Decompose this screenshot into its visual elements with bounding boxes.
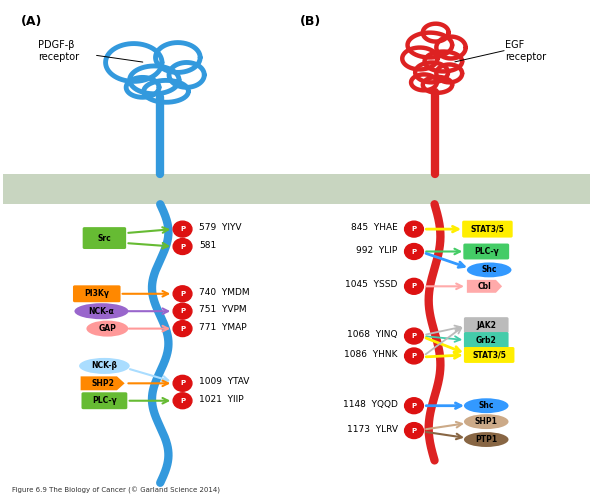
Circle shape: [404, 221, 423, 237]
Text: 845  YHAE: 845 YHAE: [351, 223, 397, 232]
Text: P: P: [412, 403, 416, 409]
Text: STAT3/5: STAT3/5: [472, 351, 506, 360]
Text: P: P: [412, 248, 416, 255]
Text: P: P: [180, 325, 185, 331]
Polygon shape: [467, 280, 502, 293]
Text: P: P: [180, 398, 185, 404]
Text: 740  YMDM: 740 YMDM: [199, 288, 250, 297]
Ellipse shape: [464, 398, 509, 413]
Text: 1173  YLRV: 1173 YLRV: [346, 425, 397, 434]
Text: PDGF-β
receptor: PDGF-β receptor: [38, 40, 79, 62]
Circle shape: [173, 320, 192, 337]
FancyBboxPatch shape: [464, 317, 509, 333]
Circle shape: [404, 348, 423, 364]
Text: PTP1: PTP1: [475, 435, 498, 444]
Text: 1068  YINQ: 1068 YINQ: [347, 330, 397, 339]
Text: Src: Src: [97, 233, 111, 242]
Text: 1045  YSSD: 1045 YSSD: [345, 280, 397, 289]
Circle shape: [404, 278, 423, 294]
Text: P: P: [412, 226, 416, 232]
Text: 1021  YIIP: 1021 YIIP: [199, 395, 244, 404]
Circle shape: [404, 398, 423, 413]
FancyBboxPatch shape: [463, 243, 509, 260]
Text: 751  YVPM: 751 YVPM: [199, 305, 247, 314]
Text: P: P: [180, 243, 185, 249]
Text: 1148  YQQD: 1148 YQQD: [343, 400, 397, 409]
Text: EGF
receptor: EGF receptor: [505, 40, 546, 62]
FancyBboxPatch shape: [464, 347, 515, 363]
Text: SHP1: SHP1: [475, 417, 498, 426]
Text: 771  YMAP: 771 YMAP: [199, 322, 247, 331]
Ellipse shape: [464, 432, 509, 447]
Text: JAK2: JAK2: [476, 320, 496, 329]
Text: STAT3/5: STAT3/5: [470, 225, 505, 233]
Circle shape: [173, 393, 192, 409]
Text: 992  YLIP: 992 YLIP: [356, 245, 397, 255]
Circle shape: [173, 375, 192, 391]
Text: Grb2: Grb2: [476, 336, 496, 345]
Text: Cbl: Cbl: [477, 282, 492, 291]
Text: P: P: [412, 283, 416, 289]
FancyBboxPatch shape: [82, 227, 126, 249]
Text: SHP2: SHP2: [91, 379, 114, 388]
Text: P: P: [180, 380, 185, 386]
Circle shape: [404, 423, 423, 439]
Text: P: P: [180, 226, 185, 232]
Bar: [3, 175, 590, 204]
Ellipse shape: [467, 263, 512, 277]
Ellipse shape: [79, 358, 130, 374]
Text: 581: 581: [199, 240, 216, 249]
Text: 1009  YTAV: 1009 YTAV: [199, 377, 250, 386]
Circle shape: [173, 286, 192, 302]
Ellipse shape: [464, 414, 509, 429]
Text: P: P: [180, 308, 185, 314]
Circle shape: [173, 221, 192, 237]
Text: Shc: Shc: [482, 266, 497, 275]
Text: GAP: GAP: [98, 324, 116, 333]
Text: PLC-γ: PLC-γ: [474, 247, 499, 256]
Text: PI3Kγ: PI3Kγ: [84, 289, 109, 298]
Text: P: P: [412, 428, 416, 434]
Text: PLC-γ: PLC-γ: [92, 396, 117, 405]
Text: 1086  YHNK: 1086 YHNK: [344, 350, 397, 359]
Text: (A): (A): [20, 15, 42, 28]
Ellipse shape: [87, 320, 128, 337]
Text: P: P: [412, 353, 416, 359]
FancyBboxPatch shape: [462, 221, 513, 237]
Text: NCK-α: NCK-α: [88, 307, 114, 316]
Text: Shc: Shc: [479, 401, 494, 410]
Polygon shape: [81, 376, 125, 390]
Text: Figure 6.9 The Biology of Cancer (© Garland Science 2014): Figure 6.9 The Biology of Cancer (© Garl…: [12, 487, 219, 494]
Text: 579  YIYV: 579 YIYV: [199, 223, 241, 232]
Circle shape: [173, 238, 192, 255]
Circle shape: [404, 328, 423, 344]
Circle shape: [404, 243, 423, 260]
Circle shape: [173, 303, 192, 319]
Ellipse shape: [75, 303, 129, 319]
Text: P: P: [412, 333, 416, 339]
FancyBboxPatch shape: [81, 392, 127, 409]
FancyBboxPatch shape: [464, 332, 509, 348]
Text: P: P: [180, 291, 185, 297]
Text: NCK-β: NCK-β: [91, 362, 117, 370]
FancyBboxPatch shape: [73, 285, 120, 302]
Text: (B): (B): [299, 15, 321, 28]
